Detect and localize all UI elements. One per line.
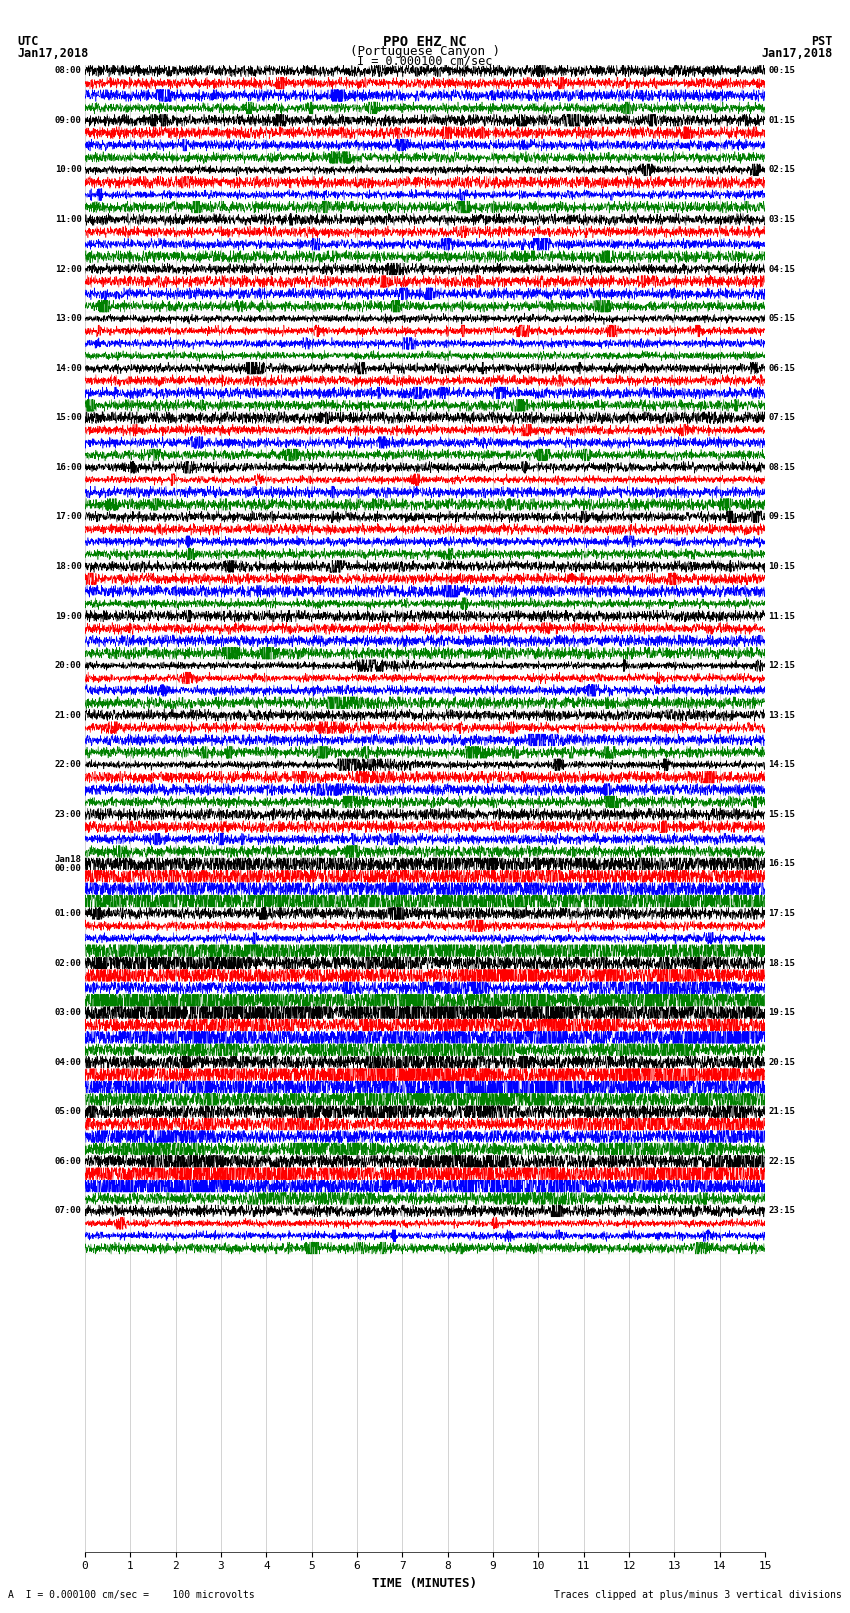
Text: 21:15: 21:15 — [768, 1107, 796, 1116]
Text: 03:15: 03:15 — [768, 215, 796, 224]
Text: 05:00: 05:00 — [54, 1107, 82, 1116]
Text: Jan17,2018: Jan17,2018 — [17, 47, 88, 60]
Text: 00:15: 00:15 — [768, 66, 796, 76]
Text: 06:15: 06:15 — [768, 363, 796, 373]
Text: 06:00: 06:00 — [54, 1157, 82, 1166]
Text: Jan17,2018: Jan17,2018 — [762, 47, 833, 60]
Text: 14:00: 14:00 — [54, 363, 82, 373]
Text: 23:00: 23:00 — [54, 810, 82, 819]
Text: A  I = 0.000100 cm/sec =    100 microvolts: A I = 0.000100 cm/sec = 100 microvolts — [8, 1590, 255, 1600]
Text: 07:15: 07:15 — [768, 413, 796, 423]
Text: 19:15: 19:15 — [768, 1008, 796, 1018]
Text: 23:15: 23:15 — [768, 1207, 796, 1215]
Text: 08:00: 08:00 — [54, 66, 82, 76]
Text: 09:15: 09:15 — [768, 513, 796, 521]
Text: 20:00: 20:00 — [54, 661, 82, 669]
Text: 02:15: 02:15 — [768, 166, 796, 174]
Text: 10:00: 10:00 — [54, 166, 82, 174]
Text: 15:00: 15:00 — [54, 413, 82, 423]
Text: PST: PST — [812, 35, 833, 48]
Text: 12:00: 12:00 — [54, 265, 82, 274]
Text: 01:00: 01:00 — [54, 910, 82, 918]
Text: 22:15: 22:15 — [768, 1157, 796, 1166]
Text: 04:00: 04:00 — [54, 1058, 82, 1066]
Text: 16:00: 16:00 — [54, 463, 82, 471]
Text: 09:00: 09:00 — [54, 116, 82, 124]
Text: 21:00: 21:00 — [54, 711, 82, 719]
Text: UTC: UTC — [17, 35, 38, 48]
Text: 20:15: 20:15 — [768, 1058, 796, 1066]
Text: 03:00: 03:00 — [54, 1008, 82, 1018]
X-axis label: TIME (MINUTES): TIME (MINUTES) — [372, 1578, 478, 1590]
Text: 15:15: 15:15 — [768, 810, 796, 819]
Text: 05:15: 05:15 — [768, 315, 796, 323]
Text: 11:00: 11:00 — [54, 215, 82, 224]
Text: 00:00: 00:00 — [54, 865, 82, 873]
Text: 18:15: 18:15 — [768, 958, 796, 968]
Text: 13:15: 13:15 — [768, 711, 796, 719]
Text: I = 0.000100 cm/sec: I = 0.000100 cm/sec — [357, 55, 493, 68]
Text: 04:15: 04:15 — [768, 265, 796, 274]
Text: 11:15: 11:15 — [768, 611, 796, 621]
Text: 07:00: 07:00 — [54, 1207, 82, 1215]
Text: 08:15: 08:15 — [768, 463, 796, 471]
Text: 10:15: 10:15 — [768, 561, 796, 571]
Text: 22:00: 22:00 — [54, 760, 82, 769]
Text: 16:15: 16:15 — [768, 860, 796, 868]
Text: Traces clipped at plus/minus 3 vertical divisions: Traces clipped at plus/minus 3 vertical … — [553, 1590, 842, 1600]
Text: Jan18: Jan18 — [54, 855, 82, 865]
Text: (Portuguese Canyon ): (Portuguese Canyon ) — [350, 45, 500, 58]
Text: 14:15: 14:15 — [768, 760, 796, 769]
Text: 12:15: 12:15 — [768, 661, 796, 669]
Text: 18:00: 18:00 — [54, 561, 82, 571]
Text: 02:00: 02:00 — [54, 958, 82, 968]
Text: 13:00: 13:00 — [54, 315, 82, 323]
Text: 01:15: 01:15 — [768, 116, 796, 124]
Text: 19:00: 19:00 — [54, 611, 82, 621]
Text: 17:15: 17:15 — [768, 910, 796, 918]
Text: 17:00: 17:00 — [54, 513, 82, 521]
Text: PPO EHZ NC: PPO EHZ NC — [383, 35, 467, 50]
